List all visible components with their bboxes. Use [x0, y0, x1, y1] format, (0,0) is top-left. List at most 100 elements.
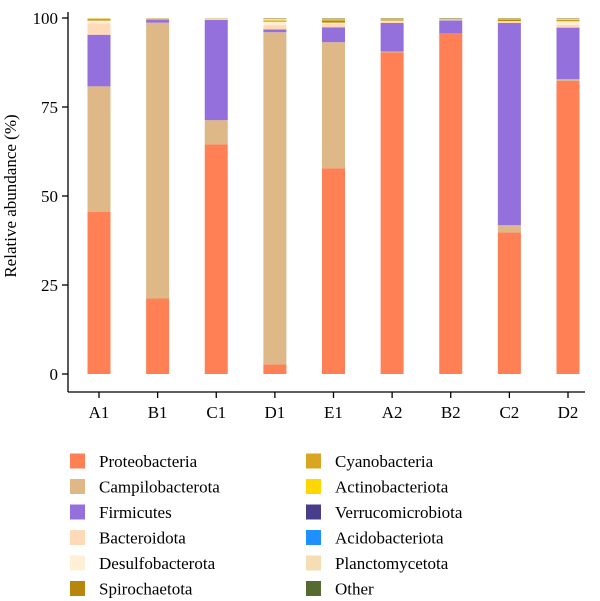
bar-segment	[556, 18, 580, 20]
legend-swatch	[306, 504, 321, 520]
legend-swatch	[70, 555, 85, 571]
bar-segment	[497, 22, 521, 226]
legend-label: Spirochaetota	[99, 580, 193, 599]
legend-item: Firmicutes	[70, 503, 172, 522]
bar-segment	[87, 18, 111, 20]
bar-segment	[556, 79, 580, 82]
bar-segment	[322, 23, 345, 28]
bar-segment	[87, 19, 111, 21]
bar-segment	[146, 19, 170, 23]
y-axis: 0 25 50 75 100	[33, 9, 69, 392]
x-tick-label: A1	[89, 403, 110, 422]
legend-swatch	[306, 555, 321, 571]
bar-segment	[263, 25, 287, 30]
legend-item: Planctomycetota	[306, 554, 449, 573]
legend-item: Acidobacteriota	[306, 529, 444, 548]
bar-segment	[556, 24, 580, 28]
bar-segment	[87, 20, 111, 24]
x-tick-label: D1	[264, 403, 285, 422]
legend-label: Bacteroidota	[99, 529, 186, 548]
bar-segment	[380, 51, 404, 53]
legend-swatch	[70, 504, 85, 520]
bar-segment	[556, 81, 580, 375]
legend-label: Actinobacteriota	[335, 478, 449, 497]
bar-segment	[322, 19, 345, 21]
x-tick-label: A2	[382, 403, 403, 422]
bar-segment	[380, 21, 404, 23]
legend-item: Actinobacteriota	[306, 478, 449, 497]
x-tick-label: B1	[148, 403, 168, 422]
x-tick-label: C1	[206, 403, 226, 422]
legend-label: Acidobacteriota	[335, 529, 444, 548]
y-tick-label: 25	[41, 276, 58, 295]
y-tick-label: 0	[50, 365, 59, 384]
bar-stack-B1	[146, 18, 170, 374]
legend: Proteobacteria Campilobacterota Firmicutes…	[70, 452, 463, 599]
bar-segment	[87, 86, 111, 213]
bar-segment	[263, 18, 287, 21]
bar-segment	[87, 34, 111, 87]
legend-item: Bacteroidota	[70, 529, 186, 548]
bar-segment	[380, 20, 404, 22]
bar-segment	[87, 212, 111, 374]
legend-swatch	[306, 453, 321, 469]
bar-segment	[204, 144, 228, 374]
legend-item: Verrucomicrobiota	[306, 503, 463, 522]
bar-stack-C2	[497, 18, 521, 374]
x-tick-label: D2	[558, 403, 579, 422]
bar-stack-E1	[322, 18, 345, 374]
bar-segment	[556, 27, 580, 80]
legend-item: Cyanobacteria	[306, 452, 434, 471]
legend-swatch	[306, 530, 321, 545]
bar-segment	[146, 18, 170, 20]
legend-label: Proteobacteria	[99, 452, 198, 471]
bar-segment	[497, 19, 521, 22]
y-tick-label: 75	[41, 98, 58, 117]
bar-segment	[322, 20, 345, 23]
bar-segment	[380, 22, 404, 52]
bars-group	[87, 18, 580, 375]
bar-segment	[556, 20, 580, 22]
bar-segment	[380, 19, 404, 21]
bar-segment	[497, 21, 521, 22]
legend-swatch	[70, 479, 85, 494]
bar-segment	[322, 27, 345, 43]
bar-segment	[204, 19, 228, 20]
legend-item: Proteobacteria	[70, 452, 198, 471]
bar-stack-B2	[439, 18, 463, 375]
bar-segment	[380, 52, 404, 374]
bar-segment	[322, 22, 345, 24]
legend-swatch	[306, 581, 321, 596]
bar-segment	[263, 29, 287, 33]
bar-segment	[204, 19, 228, 121]
legend-label: Other	[335, 580, 374, 599]
bar-segment	[322, 168, 345, 374]
bar-segment	[497, 19, 521, 20]
bar-segment	[263, 20, 287, 22]
y-axis-title: Relative abundance (%)	[1, 114, 20, 277]
bar-segment	[146, 22, 170, 299]
bar-segment	[497, 225, 521, 233]
legend-label: Cyanobacteria	[335, 452, 434, 471]
x-axis: A1 B1 C1 D1 E1 A2 B2 C2 D2	[68, 391, 585, 422]
legend-label: Campilobacterota	[99, 478, 220, 497]
bar-segment	[439, 19, 463, 21]
legend-item: Spirochaetota	[70, 580, 193, 599]
legend-label: Planctomycetota	[335, 554, 449, 573]
legend-swatch	[70, 453, 85, 469]
x-tick-label: B2	[441, 403, 461, 422]
legend-swatch	[70, 581, 85, 596]
y-tick-label: 100	[33, 9, 59, 28]
legend-label: Desulfobacterota	[99, 554, 216, 573]
bar-segment	[146, 298, 170, 374]
legend-swatch	[70, 530, 85, 545]
bar-segment	[439, 20, 463, 34]
bar-segment	[87, 23, 111, 35]
bar-segment	[263, 32, 287, 365]
bar-stack-A1	[87, 18, 111, 374]
x-tick-label: C2	[499, 403, 519, 422]
legend-swatch	[306, 479, 321, 494]
bar-stack-C1	[204, 18, 228, 374]
bar-segment	[556, 21, 580, 25]
